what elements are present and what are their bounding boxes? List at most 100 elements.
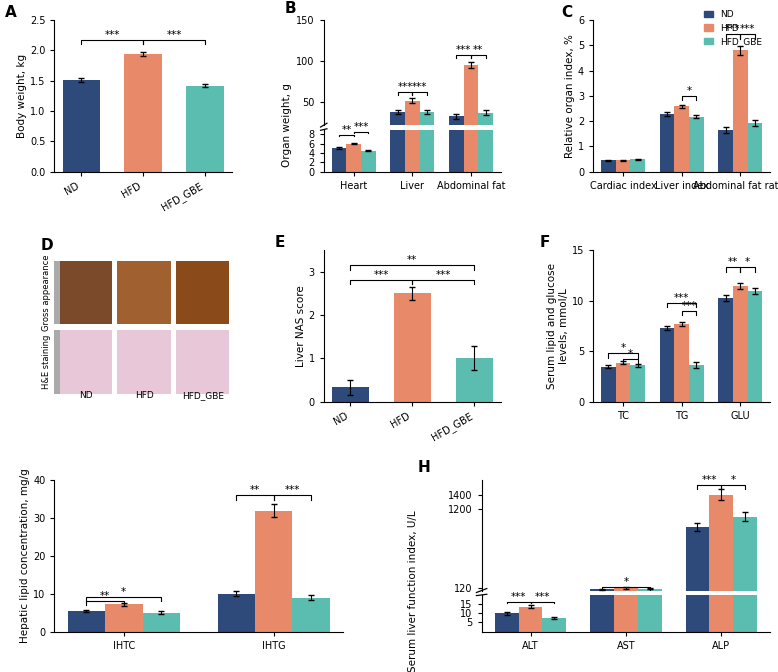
Bar xyxy=(591,589,614,596)
Text: *: * xyxy=(628,349,633,360)
Text: **: ** xyxy=(342,125,352,135)
Bar xyxy=(519,595,542,596)
Text: *: * xyxy=(623,577,629,587)
Text: ***: *** xyxy=(534,592,550,602)
Bar xyxy=(689,116,703,171)
Y-axis label: Body weight, kg: Body weight, kg xyxy=(17,54,27,138)
Bar xyxy=(710,495,733,596)
Text: *: * xyxy=(745,257,750,267)
Bar xyxy=(733,50,748,171)
Bar xyxy=(394,294,431,402)
Bar xyxy=(733,286,748,402)
Bar xyxy=(419,0,434,171)
Bar xyxy=(660,328,675,402)
Text: ***: *** xyxy=(674,293,689,302)
Bar xyxy=(464,0,478,171)
FancyBboxPatch shape xyxy=(54,331,60,394)
Bar xyxy=(614,588,638,596)
FancyBboxPatch shape xyxy=(54,261,60,325)
Text: C: C xyxy=(561,5,573,20)
Bar xyxy=(495,614,519,632)
FancyBboxPatch shape xyxy=(117,261,170,325)
Bar xyxy=(614,421,638,632)
Bar xyxy=(255,511,293,632)
FancyBboxPatch shape xyxy=(176,261,229,325)
Bar xyxy=(615,160,630,171)
Bar xyxy=(689,366,703,402)
Bar xyxy=(591,448,614,632)
Bar xyxy=(542,618,566,632)
Bar xyxy=(675,106,689,171)
Y-axis label: Serum liver function index, U/L: Serum liver function index, U/L xyxy=(408,511,418,672)
FancyBboxPatch shape xyxy=(117,331,170,394)
Text: F: F xyxy=(540,235,550,250)
Bar xyxy=(718,298,733,402)
Bar xyxy=(685,0,710,632)
Text: HFD_GBE: HFD_GBE xyxy=(182,391,224,400)
Bar xyxy=(391,112,405,143)
Bar xyxy=(660,114,675,171)
Bar xyxy=(718,130,733,171)
Text: ***: *** xyxy=(436,269,451,280)
Text: **: ** xyxy=(407,255,418,265)
Text: B: B xyxy=(285,1,296,16)
Bar xyxy=(638,589,662,596)
Bar xyxy=(361,151,376,171)
Text: **: ** xyxy=(473,44,483,54)
FancyBboxPatch shape xyxy=(59,331,112,394)
Legend: ND, HFD, HFD_GBE: ND, HFD, HFD_GBE xyxy=(700,7,766,50)
Text: **: ** xyxy=(100,591,110,601)
Text: ***: *** xyxy=(511,592,526,602)
Text: *: * xyxy=(121,587,126,597)
Y-axis label: Organ weight, g: Organ weight, g xyxy=(282,83,292,167)
Text: HFD: HFD xyxy=(135,391,154,400)
FancyBboxPatch shape xyxy=(176,331,229,394)
Text: A: A xyxy=(5,5,16,20)
Y-axis label: Liver NAS score: Liver NAS score xyxy=(296,285,306,367)
Bar xyxy=(419,112,434,143)
Text: H&E staining: H&E staining xyxy=(42,335,51,390)
Bar xyxy=(685,528,710,596)
Text: **: ** xyxy=(727,257,738,267)
Bar xyxy=(449,17,464,171)
Bar xyxy=(519,607,542,632)
Text: ***: *** xyxy=(682,301,696,310)
Bar xyxy=(449,116,464,143)
Bar xyxy=(346,144,361,171)
Bar xyxy=(478,0,493,171)
Bar xyxy=(601,160,615,171)
Text: ***: *** xyxy=(740,24,755,34)
Text: *: * xyxy=(621,343,626,353)
Bar xyxy=(391,0,405,171)
Text: E: E xyxy=(274,235,285,250)
Bar xyxy=(675,324,689,402)
Bar xyxy=(142,613,180,632)
Bar xyxy=(405,0,419,171)
Bar xyxy=(464,65,478,143)
Text: ND: ND xyxy=(79,391,93,400)
Bar xyxy=(710,0,733,632)
Text: ***: *** xyxy=(353,122,369,132)
Bar xyxy=(615,363,630,402)
Bar xyxy=(601,367,615,402)
Bar xyxy=(405,101,419,143)
Bar xyxy=(630,366,645,402)
Text: ***: *** xyxy=(725,24,741,34)
Text: ***: *** xyxy=(373,269,389,280)
Bar xyxy=(331,387,369,402)
Y-axis label: Serum lipid and glucose
levels, mmol/L: Serum lipid and glucose levels, mmol/L xyxy=(547,263,569,389)
Text: ***: *** xyxy=(456,44,471,54)
Bar xyxy=(748,290,762,402)
Bar xyxy=(331,149,346,171)
Bar xyxy=(733,517,757,596)
Text: ***: *** xyxy=(412,83,427,92)
Bar xyxy=(124,54,162,171)
Y-axis label: Relative organ index, %: Relative organ index, % xyxy=(565,34,575,158)
Bar xyxy=(62,80,100,171)
Bar xyxy=(361,140,376,143)
Y-axis label: Hepatic lipid concentration, mg/g: Hepatic lipid concentration, mg/g xyxy=(20,468,30,643)
Text: ***: *** xyxy=(166,30,182,40)
Text: ***: *** xyxy=(104,30,120,40)
Text: **: ** xyxy=(250,485,260,495)
Bar xyxy=(456,358,493,402)
